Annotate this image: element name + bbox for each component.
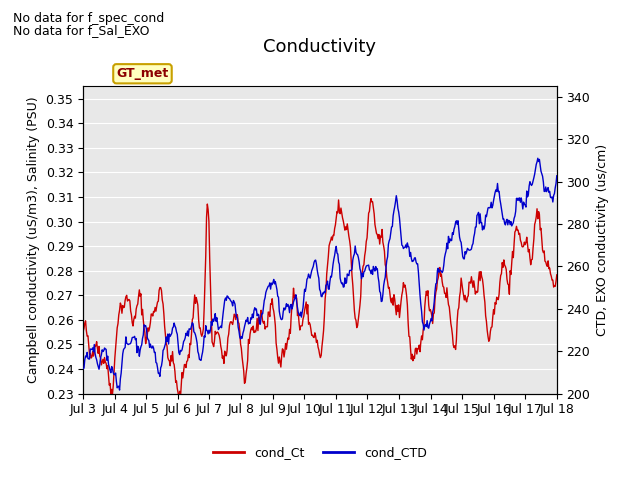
Legend: cond_Ct, cond_CTD: cond_Ct, cond_CTD bbox=[208, 441, 432, 464]
Y-axis label: Campbell conductivity (uS/m3), Salinity (PSU): Campbell conductivity (uS/m3), Salinity … bbox=[27, 96, 40, 384]
Y-axis label: CTD, EXO conductivity (us/cm): CTD, EXO conductivity (us/cm) bbox=[596, 144, 609, 336]
Text: Conductivity: Conductivity bbox=[264, 38, 376, 56]
Text: GT_met: GT_met bbox=[116, 67, 168, 80]
Text: No data for f_Sal_EXO: No data for f_Sal_EXO bbox=[13, 24, 149, 37]
Text: No data for f_spec_cond: No data for f_spec_cond bbox=[13, 12, 164, 25]
